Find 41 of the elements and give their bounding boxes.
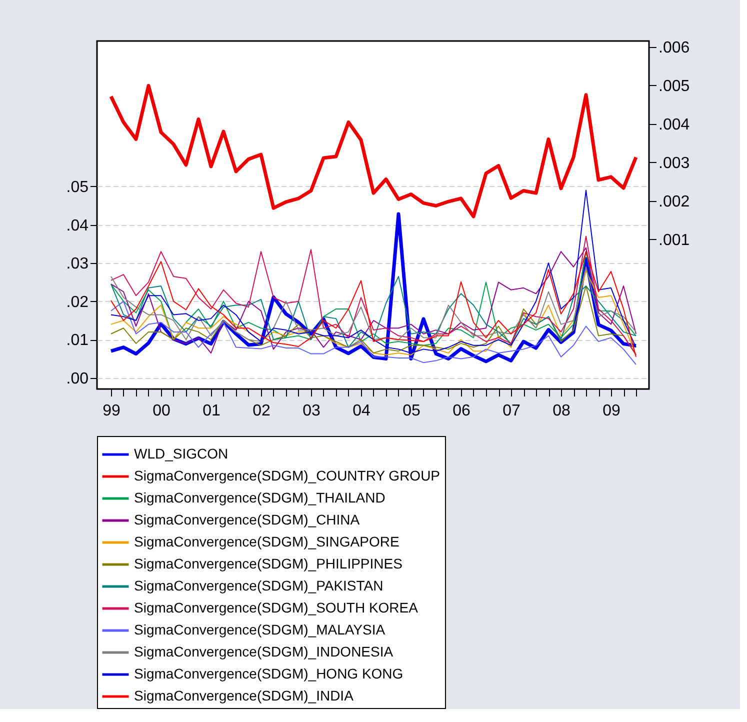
y2-tick-label: .001	[658, 232, 690, 249]
y2-tick-label: .006	[658, 39, 690, 56]
x-tick-label: 03	[302, 402, 320, 420]
line-series	[110, 266, 636, 342]
legend-label: SigmaConvergence(SDGM)_INDONESIA	[134, 644, 394, 660]
x-tick-label: 09	[602, 402, 620, 420]
x-tick-label: 02	[252, 402, 270, 420]
y-tick-label: .05	[66, 178, 89, 196]
x-tick-label: 99	[102, 402, 120, 420]
y2-tick-label: .003	[658, 154, 690, 172]
x-tick-label: 01	[202, 402, 220, 420]
legend-label: SigmaConvergence(SDGM)_MALAYSIA	[134, 622, 386, 638]
legend-label: SigmaConvergence(SDGM)_THAILAND	[134, 490, 386, 506]
y-tick-label: .01	[66, 332, 89, 350]
legend-label: SigmaConvergence(SDGM)_COUNTRY GROUP	[134, 468, 440, 484]
line-series	[110, 190, 636, 354]
legend-label: SigmaConvergence(SDGM)_PHILIPPINES	[134, 556, 402, 572]
legend-label: WLD_SIGCON	[134, 446, 228, 462]
x-tick-label: 04	[352, 402, 370, 420]
y-tick-label: .00	[66, 370, 89, 388]
legend-label: SigmaConvergence(SDGM)_INDIA	[134, 688, 354, 704]
x-tick-label: 00	[152, 402, 170, 420]
x-tick-label: 08	[552, 402, 570, 420]
line-series	[110, 276, 636, 348]
x-tick-label: 06	[452, 402, 470, 420]
y-tick-label: .03	[66, 256, 89, 273]
line-series	[110, 270, 636, 356]
legend-label: SigmaConvergence(SDGM)_HONG KONG	[134, 666, 404, 682]
y2-tick-label: .004	[658, 116, 690, 134]
line-series	[109, 84, 638, 218]
line-series	[110, 300, 636, 365]
y-tick-label: .04	[66, 217, 89, 234]
y-tick-label: .02	[66, 294, 89, 311]
legend-label: SigmaConvergence(SDGM)_PAKISTAN	[134, 578, 384, 594]
y2-tick-label: .002	[658, 193, 690, 210]
legend-label: SigmaConvergence(SDGM)_CHINA	[134, 512, 360, 528]
y2-tick-label: .005	[658, 78, 690, 95]
legend-label: SigmaConvergence(SDGM)_SOUTH KOREA	[134, 600, 419, 616]
x-tick-label: 07	[502, 402, 520, 420]
x-tick-label: 05	[402, 402, 420, 420]
legend-label: SigmaConvergence(SDGM)_SINGAPORE	[134, 534, 400, 550]
